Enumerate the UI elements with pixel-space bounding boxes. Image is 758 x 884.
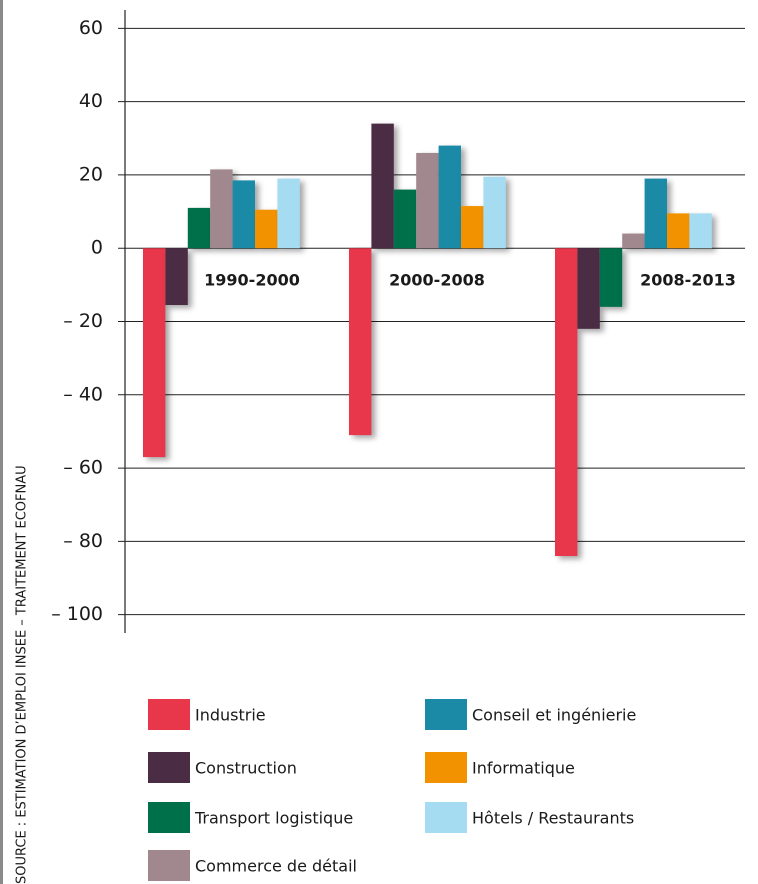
bar — [644, 178, 667, 249]
group-label: 1990-2000 — [204, 271, 300, 290]
bar — [165, 248, 188, 306]
y-tick-label: – 40 — [63, 383, 103, 405]
group-label: 2008-2013 — [640, 271, 736, 290]
bar — [416, 152, 439, 249]
y-tick-label: – 100 — [51, 603, 103, 625]
bar — [371, 123, 394, 249]
y-tick-label: – 60 — [63, 457, 103, 479]
group-label: 2000-2008 — [389, 271, 485, 290]
bar — [555, 248, 578, 557]
legend-swatch — [148, 802, 190, 833]
bar — [187, 207, 211, 249]
y-tick-label: 20 — [79, 163, 103, 185]
y-tick-label: 0 — [91, 237, 103, 259]
legend-swatch — [425, 699, 467, 730]
bar — [349, 248, 372, 436]
bar — [689, 213, 712, 249]
legend-swatch — [148, 699, 190, 730]
left-border — [0, 0, 3, 884]
bar — [461, 206, 484, 249]
legend-swatch — [425, 752, 467, 783]
y-tick-label: 40 — [79, 90, 103, 112]
source-note: SOURCE : ESTIMATION D’EMPLOI INSEE – TRA… — [15, 465, 30, 884]
y-tick-label: 60 — [79, 17, 103, 39]
bar — [232, 180, 255, 249]
legend-label: Conseil et ingénierie — [472, 706, 636, 725]
legend-label: Hôtels / Restaurants — [472, 809, 634, 828]
bar — [143, 248, 166, 458]
bar — [438, 145, 461, 249]
legend-swatch — [425, 802, 467, 833]
bar — [277, 178, 300, 249]
legend-label: Informatique — [472, 759, 575, 778]
y-tick-label: – 20 — [63, 310, 103, 332]
legend-swatch — [148, 752, 190, 783]
bar — [393, 189, 417, 249]
y-tick-label: – 80 — [63, 530, 103, 552]
legend-swatch — [148, 850, 190, 881]
bar — [577, 248, 600, 329]
legend-label: Transport logistique — [194, 809, 353, 828]
legend-label: Industrie — [195, 706, 266, 725]
legend-label: Construction — [195, 759, 297, 778]
bar — [210, 169, 233, 249]
legend-label: Commerce de détail — [195, 857, 357, 876]
bar — [622, 233, 645, 249]
bar — [667, 213, 690, 249]
bar — [255, 209, 278, 249]
bar — [483, 176, 506, 249]
bar — [599, 248, 623, 307]
